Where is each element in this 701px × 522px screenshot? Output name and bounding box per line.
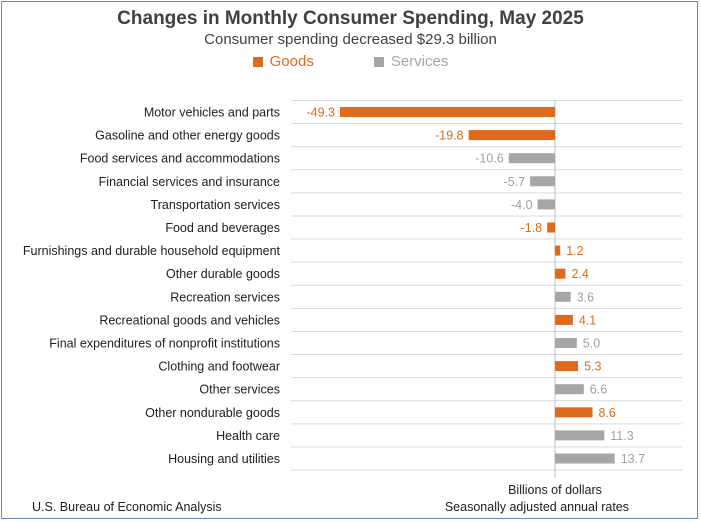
category-label: Clothing and footwear [158,360,280,374]
data-label: -1.8 [521,221,543,235]
category-label: Transportation services [151,198,280,212]
rate-note: Seasonally adjusted annual rates [444,500,629,514]
category-label: Motor vehicles and parts [144,106,280,120]
x-axis-label: Billions of dollars [508,483,602,497]
category-label: Furnishings and durable household equipm… [23,244,281,258]
category-label: Other services [199,383,280,397]
bar-5 [547,222,555,233]
category-label: Housing and utilities [168,452,280,466]
category-label: Gasoline and other energy goods [95,129,280,143]
category-label: Other nondurable goods [145,406,280,420]
data-label: -5.7 [504,175,526,189]
data-label: 8.6 [599,406,616,420]
data-label: 4.1 [579,313,596,327]
category-label: Food services and accommodations [80,152,280,166]
legend-label-goods: Goods [269,53,314,70]
bar-11 [555,361,579,372]
bar-2 [508,153,555,164]
bar-14 [555,430,605,441]
bar-1 [468,130,555,141]
legend-swatch-services [373,56,384,67]
data-label: -49.3 [307,106,336,120]
source-note: U.S. Bureau of Economic Analysis [32,500,222,514]
category-label: Final expenditures of nonprofit institut… [49,337,280,351]
category-label: Recreational goods and vehicles [99,313,280,327]
data-label: -19.8 [435,129,464,143]
data-label: -10.6 [475,152,504,166]
bar-3 [530,176,555,187]
category-label: Health care [216,429,280,443]
legend-item-goods: Goods [252,53,314,70]
bar-9 [555,314,573,325]
data-label: 5.3 [584,360,601,374]
category-label: Food and beverages [165,221,280,235]
bar-0 [340,107,555,117]
data-label: 13.7 [621,452,645,466]
data-label: 3.6 [577,290,594,304]
bar-4 [537,199,555,210]
bar-10 [555,338,577,348]
chart-title: Changes in Monthly Consumer Spending, Ma… [117,8,584,29]
legend: Goods Services [0,53,701,70]
legend-label-services: Services [390,53,449,70]
data-label: 11.3 [610,429,633,443]
category-label: Financial services and insurance [99,175,280,189]
data-label: 1.2 [566,244,583,258]
bar-8 [555,291,571,302]
category-label: Other durable goods [166,267,280,281]
bar-13 [555,407,593,418]
data-label: 6.6 [590,383,607,397]
legend-swatch-goods [252,56,263,67]
data-label: 2.4 [571,267,588,281]
chart-subtitle: Consumer spending decreased $29.3 billio… [204,31,497,48]
bar-6 [555,245,561,256]
category-label: Recreation services [170,290,280,304]
bar-7 [555,268,566,279]
bar-15 [555,453,615,464]
bar-12 [555,384,584,395]
legend-item-services: Services [373,53,449,70]
data-label: -4.0 [511,198,533,212]
data-label: 5.0 [583,337,600,351]
